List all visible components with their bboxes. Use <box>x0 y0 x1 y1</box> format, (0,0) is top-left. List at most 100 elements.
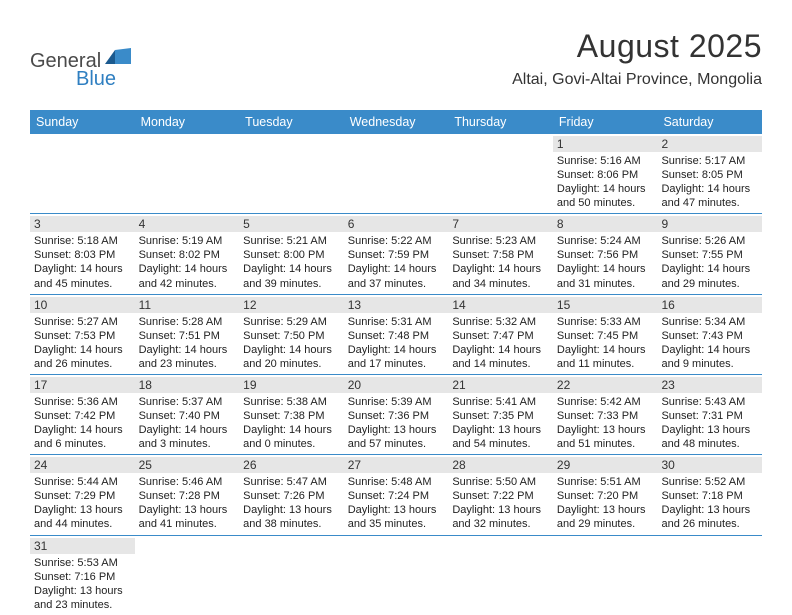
calendar-cell: 11 Sunrise: 5:28 AMSunset: 7:51 PMDayligh… <box>135 295 240 375</box>
calendar-cell: 29Sunrise: 5:51 AMSunset: 7:20 PMDayligh… <box>553 455 658 535</box>
daylight-text: Daylight: 14 hours and 47 minutes. <box>661 182 758 210</box>
sunset-text: Sunset: 7:47 PM <box>452 329 549 343</box>
day-info: Sunrise: 5:51 AMSunset: 7:20 PMDaylight:… <box>557 475 654 531</box>
sunrise-text: Sunrise: 5:47 AM <box>243 475 340 489</box>
day-number: 2 <box>657 136 762 152</box>
sunrise-text: Sunrise: 5:21 AM <box>243 234 340 248</box>
calendar-cell: 23Sunrise: 5:43 AMSunset: 7:31 PMDayligh… <box>657 375 762 455</box>
sunset-text: Sunset: 7:58 PM <box>452 248 549 262</box>
sunrise-text: Sunrise: 5:44 AM <box>34 475 131 489</box>
calendar: Sunday Monday Tuesday Wednesday Thursday… <box>30 110 762 615</box>
calendar-cell: 7Sunrise: 5:23 AMSunset: 7:58 PMDaylight… <box>448 214 553 294</box>
day-number: 26 <box>239 457 344 473</box>
sunrise-text: Sunrise: 5:32 AM <box>452 315 549 329</box>
sunrise-text: Sunrise: 5:51 AM <box>557 475 654 489</box>
sunset-text: Sunset: 7:20 PM <box>557 489 654 503</box>
day-number: 11 <box>135 297 240 313</box>
day-info: Sunrise: 5:34 AMSunset: 7:43 PMDaylight:… <box>661 315 758 371</box>
sunrise-text: Sunrise: 5:31 AM <box>348 315 445 329</box>
sunset-text: Sunset: 7:31 PM <box>661 409 758 423</box>
day-header-row: Sunday Monday Tuesday Wednesday Thursday… <box>30 110 762 134</box>
header: General Blue August 2025 Altai, Govi-Alt… <box>30 28 762 106</box>
sunset-text: Sunset: 7:43 PM <box>661 329 758 343</box>
daylight-text: Daylight: 14 hours and 45 minutes. <box>34 262 131 290</box>
daylight-text: Daylight: 13 hours and 51 minutes. <box>557 423 654 451</box>
week-row: 3Sunrise: 5:18 AMSunset: 8:03 PMDaylight… <box>30 214 762 294</box>
sunset-text: Sunset: 8:00 PM <box>243 248 340 262</box>
daylight-text: Daylight: 14 hours and 17 minutes. <box>348 343 445 371</box>
calendar-cell: 30Sunrise: 5:52 AMSunset: 7:18 PMDayligh… <box>657 455 762 535</box>
day-header: Friday <box>553 110 658 134</box>
day-number: 15 <box>553 297 658 313</box>
sunset-text: Sunset: 7:28 PM <box>139 489 236 503</box>
sunset-text: Sunset: 7:29 PM <box>34 489 131 503</box>
calendar-cell: 25Sunrise: 5:46 AMSunset: 7:28 PMDayligh… <box>135 455 240 535</box>
calendar-cell-empty <box>344 134 449 214</box>
sunset-text: Sunset: 8:05 PM <box>661 168 758 182</box>
sunset-text: Sunset: 7:40 PM <box>139 409 236 423</box>
sunrise-text: Sunrise: 5:48 AM <box>348 475 445 489</box>
sunrise-text: Sunrise: 5:38 AM <box>243 395 340 409</box>
day-number: 28 <box>448 457 553 473</box>
sunset-text: Sunset: 7:48 PM <box>348 329 445 343</box>
calendar-cell-empty <box>135 134 240 214</box>
daylight-text: Daylight: 14 hours and 37 minutes. <box>348 262 445 290</box>
calendar-cell: 24Sunrise: 5:44 AMSunset: 7:29 PMDayligh… <box>30 455 135 535</box>
daylight-text: Daylight: 14 hours and 9 minutes. <box>661 343 758 371</box>
daylight-text: Daylight: 13 hours and 57 minutes. <box>348 423 445 451</box>
day-number: 17 <box>30 377 135 393</box>
sunrise-text: Sunrise: 5:16 AM <box>557 154 654 168</box>
sunset-text: Sunset: 7:33 PM <box>557 409 654 423</box>
daylight-text: Daylight: 14 hours and 11 minutes. <box>557 343 654 371</box>
daylight-text: Daylight: 14 hours and 29 minutes. <box>661 262 758 290</box>
daylight-text: Daylight: 14 hours and 3 minutes. <box>139 423 236 451</box>
day-info: Sunrise: 5:48 AMSunset: 7:24 PMDaylight:… <box>348 475 445 531</box>
location: Altai, Govi-Altai Province, Mongolia <box>512 71 762 89</box>
day-number: 20 <box>344 377 449 393</box>
day-number: 8 <box>553 216 658 232</box>
day-number: 14 <box>448 297 553 313</box>
title-block: August 2025 Altai, Govi-Altai Province, … <box>512 28 762 89</box>
day-header: Saturday <box>657 110 762 134</box>
sunset-text: Sunset: 7:38 PM <box>243 409 340 423</box>
sunset-text: Sunset: 8:03 PM <box>34 248 131 262</box>
day-info: Sunrise: 5:46 AMSunset: 7:28 PMDaylight:… <box>139 475 236 531</box>
sunset-text: Sunset: 7:45 PM <box>557 329 654 343</box>
day-number: 1 <box>553 136 658 152</box>
sunset-text: Sunset: 7:22 PM <box>452 489 549 503</box>
day-number: 4 <box>135 216 240 232</box>
day-info: Sunrise: 5:31 AMSunset: 7:48 PMDaylight:… <box>348 315 445 371</box>
week-row: 1 Sunrise: 5:16 AMSunset: 8:06 PMDaylight… <box>30 134 762 214</box>
day-info: Sunrise: 5:50 AMSunset: 7:22 PMDaylight:… <box>452 475 549 531</box>
calendar-cell: 4 Sunrise: 5:19 AMSunset: 8:02 PMDaylight… <box>135 214 240 294</box>
day-header: Monday <box>135 110 240 134</box>
sunrise-text: Sunrise: 5:42 AM <box>557 395 654 409</box>
daylight-text: Daylight: 14 hours and 39 minutes. <box>243 262 340 290</box>
day-number: 19 <box>239 377 344 393</box>
day-info: Sunrise: 5:18 AMSunset: 8:03 PMDaylight:… <box>34 234 131 290</box>
calendar-cell: 22Sunrise: 5:42 AMSunset: 7:33 PMDayligh… <box>553 375 658 455</box>
day-number: 16 <box>657 297 762 313</box>
day-info: Sunrise: 5:16 AMSunset: 8:06 PMDaylight:… <box>557 154 654 210</box>
sunrise-text: Sunrise: 5:17 AM <box>661 154 758 168</box>
sunset-text: Sunset: 7:16 PM <box>34 570 131 584</box>
logo-icon <box>105 46 133 70</box>
sunrise-text: Sunrise: 5:23 AM <box>452 234 549 248</box>
day-info: Sunrise: 5:26 AMSunset: 7:55 PMDaylight:… <box>661 234 758 290</box>
daylight-text: Daylight: 14 hours and 20 minutes. <box>243 343 340 371</box>
calendar-cell: 2 Sunrise: 5:17 AMSunset: 8:05 PMDaylight… <box>657 134 762 214</box>
sunrise-text: Sunrise: 5:19 AM <box>139 234 236 248</box>
sunrise-text: Sunrise: 5:33 AM <box>557 315 654 329</box>
day-info: Sunrise: 5:19 AMSunset: 8:02 PMDaylight:… <box>139 234 236 290</box>
daylight-text: Daylight: 13 hours and 38 minutes. <box>243 503 340 531</box>
sunset-text: Sunset: 7:26 PM <box>243 489 340 503</box>
day-header: Wednesday <box>344 110 449 134</box>
calendar-cell: 17Sunrise: 5:36 AMSunset: 7:42 PMDayligh… <box>30 375 135 455</box>
sunset-text: Sunset: 7:35 PM <box>452 409 549 423</box>
daylight-text: Daylight: 13 hours and 41 minutes. <box>139 503 236 531</box>
calendar-cell-empty <box>239 536 344 615</box>
day-info: Sunrise: 5:28 AMSunset: 7:51 PMDaylight:… <box>139 315 236 371</box>
day-number: 9 <box>657 216 762 232</box>
calendar-cell: 27Sunrise: 5:48 AMSunset: 7:24 PMDayligh… <box>344 455 449 535</box>
logo-text-blue: Blue <box>76 68 116 91</box>
